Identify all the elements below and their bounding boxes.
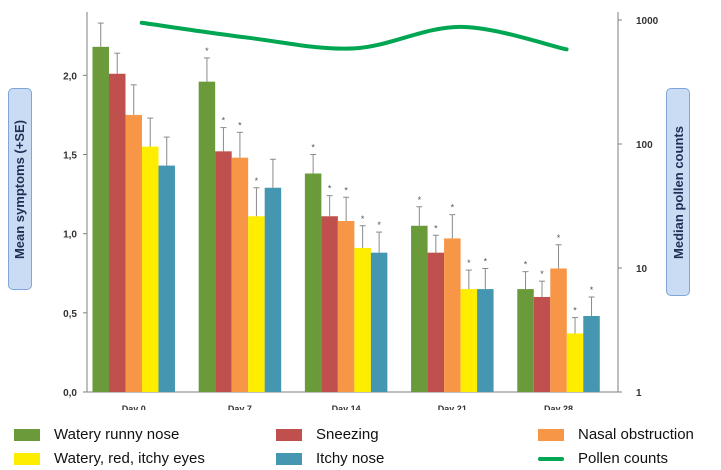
significance-marker: * bbox=[222, 116, 226, 126]
significance-marker: * bbox=[344, 185, 348, 195]
legend-swatch bbox=[276, 428, 302, 441]
y-axis-label-right-text: Median pollen counts bbox=[670, 125, 686, 259]
bar bbox=[411, 225, 428, 392]
bar bbox=[158, 165, 175, 392]
legend-label: Watery runny nose bbox=[54, 426, 180, 443]
significance-marker: * bbox=[467, 258, 471, 268]
legend-swatch bbox=[14, 452, 40, 465]
x-tick-label: Day 14 bbox=[332, 404, 361, 410]
legend-label: Itchy nose bbox=[316, 450, 385, 467]
significance-marker: * bbox=[524, 260, 528, 270]
significance-marker: * bbox=[590, 285, 594, 295]
bar bbox=[477, 289, 494, 392]
bar bbox=[231, 157, 249, 392]
bar bbox=[550, 268, 567, 392]
significance-marker: * bbox=[377, 220, 381, 230]
significance-marker: * bbox=[484, 257, 488, 267]
x-tick-label: Day 28 bbox=[544, 404, 573, 410]
bar bbox=[264, 187, 282, 392]
bar bbox=[337, 221, 355, 392]
bar bbox=[427, 252, 445, 392]
y-tick-label-left: 2,0 bbox=[63, 71, 77, 82]
bar bbox=[215, 151, 232, 392]
bar bbox=[583, 316, 600, 392]
bar bbox=[444, 238, 461, 392]
significance-marker: * bbox=[328, 184, 332, 194]
significance-marker: * bbox=[434, 223, 438, 233]
significance-marker: * bbox=[361, 214, 365, 224]
significance-marker: * bbox=[205, 46, 209, 56]
legend-item: Sneezing bbox=[276, 426, 379, 443]
bar bbox=[125, 114, 142, 393]
chart: 0,0 0,5 1,0 1,5 2,0 1 10 100 1000 Day 0 * * * * Day 7 *… bbox=[63, 12, 659, 410]
legend-label: Watery, red, itchy eyes bbox=[54, 450, 205, 467]
significance-marker: * bbox=[255, 176, 259, 186]
legend-item: Itchy nose bbox=[276, 450, 384, 467]
significance-marker: * bbox=[540, 269, 544, 279]
bar bbox=[566, 333, 584, 392]
significance-marker: * bbox=[573, 306, 577, 316]
y-tick-label-right: 10 bbox=[636, 264, 648, 275]
bar bbox=[370, 252, 388, 392]
legend-swatch bbox=[276, 452, 302, 465]
bar bbox=[321, 216, 338, 392]
significance-marker: * bbox=[418, 195, 422, 205]
x-tick-label: Day 21 bbox=[438, 404, 467, 410]
legend-swatch bbox=[538, 428, 564, 441]
legend-item: Watery runny nose bbox=[14, 426, 179, 443]
bar bbox=[108, 73, 126, 392]
bar bbox=[533, 297, 551, 392]
bar bbox=[141, 146, 159, 392]
y-tick-label-right: 1 bbox=[636, 388, 642, 399]
significance-marker: * bbox=[451, 203, 455, 213]
bar bbox=[198, 81, 216, 393]
bar bbox=[460, 289, 478, 392]
x-tick-label: Day 7 bbox=[228, 404, 252, 410]
significance-marker: * bbox=[557, 233, 561, 243]
legend-label: Sneezing bbox=[316, 426, 379, 443]
legend-item: Pollen counts bbox=[538, 450, 668, 467]
y-tick-label-left: 1,5 bbox=[63, 151, 77, 162]
y-axis-label-right: Median pollen counts bbox=[666, 88, 690, 296]
y-tick-label-left: 0,5 bbox=[63, 309, 77, 320]
legend-label: Nasal obstruction bbox=[578, 426, 694, 443]
legend-item: Nasal obstruction bbox=[538, 426, 694, 443]
y-tick-label-right: 100 bbox=[636, 140, 653, 151]
legend-label: Pollen counts bbox=[578, 450, 669, 467]
bar bbox=[517, 289, 534, 392]
pollen-line bbox=[139, 20, 569, 52]
y-tick-label-left: 1,0 bbox=[63, 230, 77, 241]
x-tick-label: Day 0 bbox=[122, 404, 146, 410]
y-tick-label-left: 0,0 bbox=[63, 388, 77, 399]
bar bbox=[304, 173, 322, 392]
bar bbox=[354, 247, 371, 392]
y-tick-label-right: 1000 bbox=[636, 16, 659, 27]
bar bbox=[92, 46, 109, 392]
legend-item: Watery, red, itchy eyes bbox=[14, 450, 205, 467]
legend-swatch bbox=[14, 428, 40, 441]
legend-swatch bbox=[538, 456, 564, 461]
bar bbox=[248, 216, 265, 392]
significance-marker: * bbox=[311, 143, 315, 153]
y-axis-label-left: Mean symptoms (+SE) bbox=[8, 88, 32, 290]
y-axis-label-left-text: Mean symptoms (+SE) bbox=[12, 119, 28, 259]
significance-marker: * bbox=[238, 120, 242, 130]
